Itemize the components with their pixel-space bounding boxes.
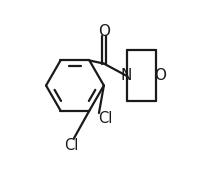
Text: O: O [98,24,110,39]
Text: N: N [121,68,132,83]
Text: Cl: Cl [98,111,112,126]
Text: O: O [154,68,167,83]
Text: Cl: Cl [64,138,79,153]
